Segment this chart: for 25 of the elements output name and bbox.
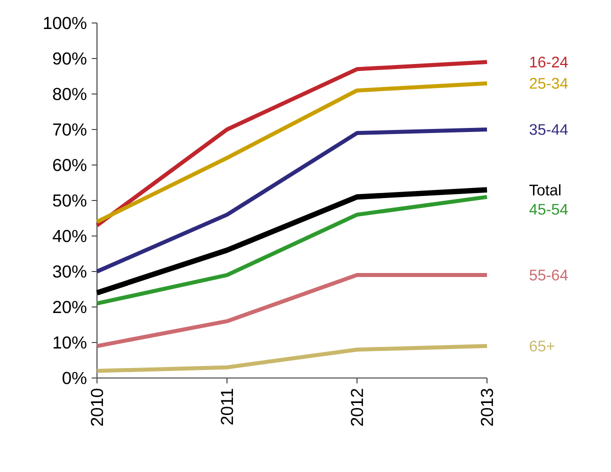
- y-tick-label: 50%: [52, 194, 86, 207]
- line-series: [95, 344, 489, 373]
- y-tick-label: 30%: [52, 265, 86, 278]
- y-tick-label: 10%: [54, 336, 86, 349]
- x-tick-label: 2012: [350, 388, 364, 426]
- y-tick-label: 0%: [62, 372, 86, 384]
- x-tick-label: 2010: [90, 388, 104, 426]
- text: 35-44: [530, 124, 568, 135]
- text: 16-24: [530, 56, 568, 68]
- y-tick-label: 60%: [53, 158, 86, 172]
- y-tick-label: 20%: [53, 300, 86, 314]
- text: 55-64: [530, 270, 568, 280]
- y-tick-label: 90%: [53, 52, 86, 65]
- x-tick-label: 2013: [480, 388, 494, 426]
- text: 45-54: [529, 204, 568, 215]
- text: 25-34: [530, 78, 568, 89]
- text: 65+: [530, 340, 554, 352]
- y-tick-label: 100%: [44, 16, 86, 30]
- x-tick-label: 2011: [220, 388, 234, 424]
- y-tick-label: 40%: [52, 230, 86, 242]
- line-series: [95, 194, 489, 306]
- text: Total: [529, 184, 560, 196]
- y-tick-label: 70%: [53, 123, 86, 136]
- line-series: [95, 128, 489, 274]
- y-tick-label: 80%: [53, 88, 86, 100]
